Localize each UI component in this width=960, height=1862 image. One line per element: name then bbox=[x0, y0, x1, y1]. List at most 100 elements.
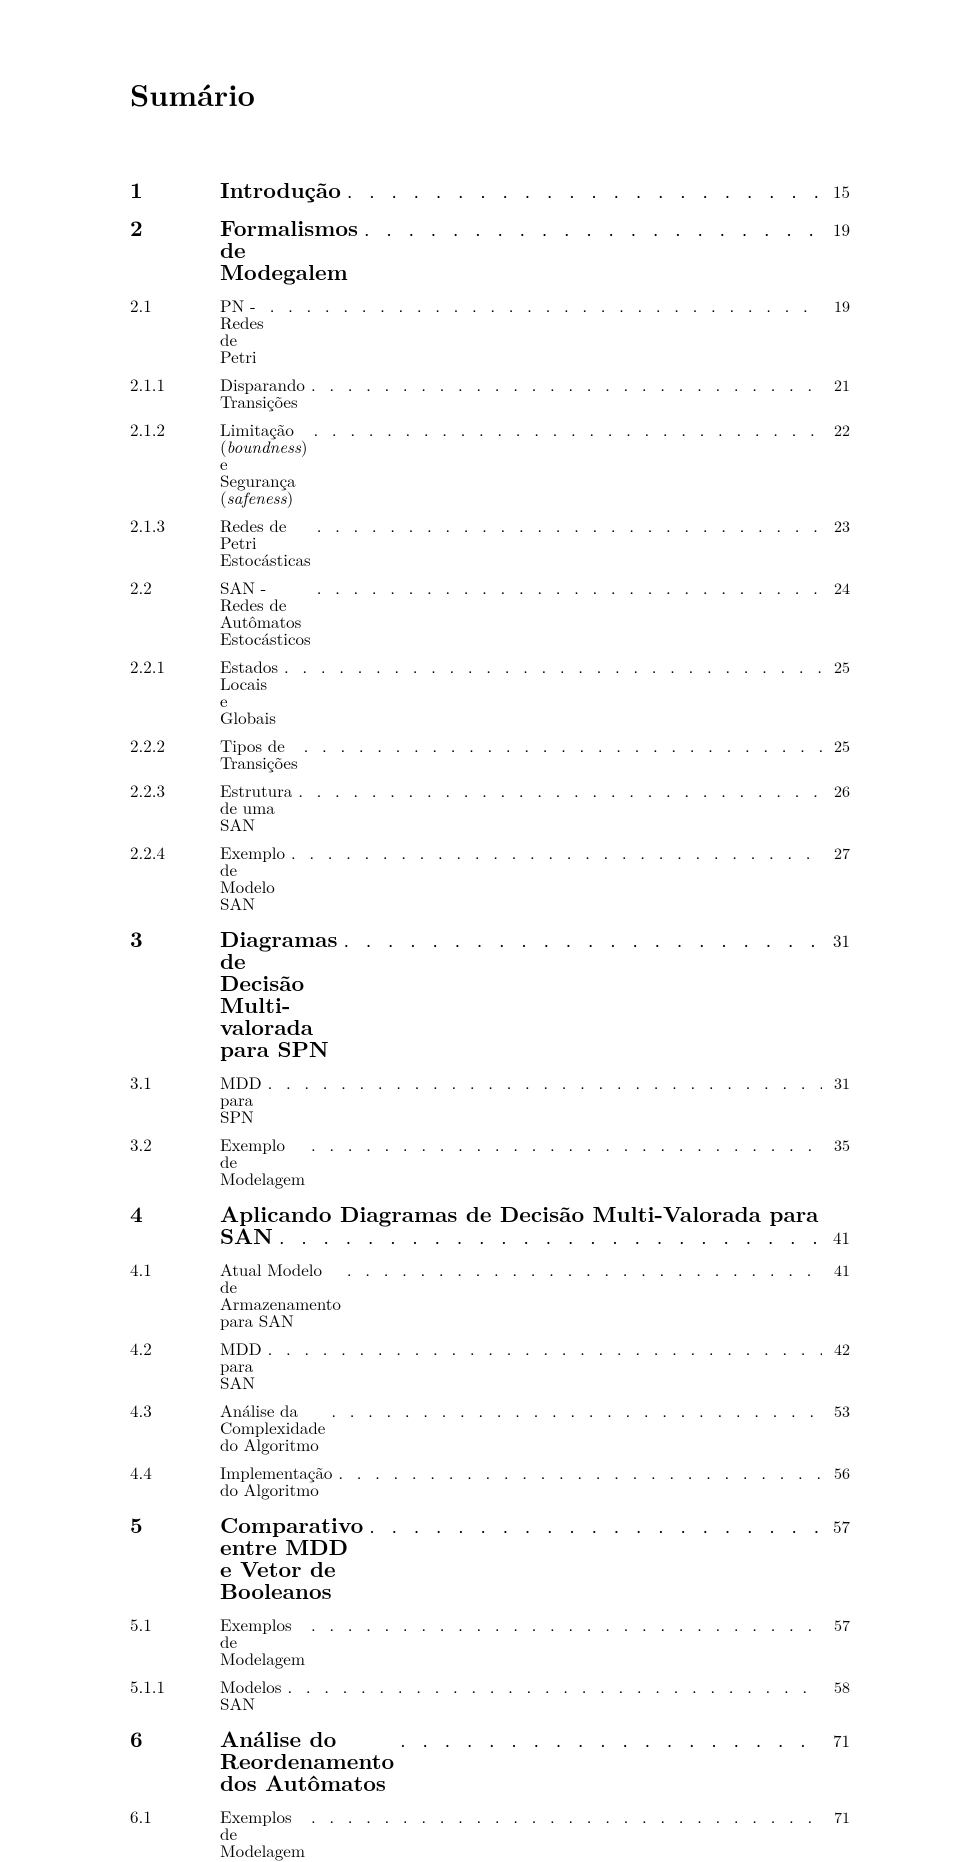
toc-entry-number: 2.1.2 bbox=[130, 421, 220, 438]
toc-entry-page: 31 bbox=[822, 932, 850, 949]
toc-entry: 2.1.2Limitação (boundness) e Segurança (… bbox=[130, 421, 850, 506]
toc-entry: 3.2Exemplo de Modelagem . . . . . . . . … bbox=[130, 1136, 850, 1187]
toc-entry-page: 71 bbox=[822, 1809, 850, 1825]
toc-entry-text: Redes de Petri Estocásticas bbox=[220, 517, 311, 568]
toc-entry: 4.1Atual Modelo de Armazenamento para SA… bbox=[130, 1261, 850, 1329]
toc-entry-number: 2.2.2 bbox=[130, 737, 220, 754]
toc-entry: 2.2.3Estrutura de uma SAN . . . . . . . … bbox=[130, 782, 850, 833]
toc-leader-dots: . . . . . . . . . . . . . . . . . . . . … bbox=[311, 517, 822, 534]
toc-entry-text: Implementação do Algoritmo bbox=[220, 1464, 332, 1498]
toc-entry: 5Comparativo entre MDD e Vetor de Boolea… bbox=[130, 1514, 850, 1602]
toc-entry-page: 53 bbox=[822, 1403, 850, 1419]
toc-leader-dots: . . . . . . . . . . . . . . . . . . . . … bbox=[278, 658, 822, 675]
toc-leader-dots: . . . . . . . . . . . . . . . . . . . . … bbox=[273, 1226, 822, 1246]
toc-entry: 3.1MDD para SPN . . . . . . . . . . . . … bbox=[130, 1074, 850, 1125]
toc-leader-dots: . . . . . . . . . . . . . . . . . . . . … bbox=[305, 1136, 822, 1153]
toc-entry: 2.2.4Exemplo de Modelo SAN . . . . . . .… bbox=[130, 844, 850, 912]
toc-entry: 4.3Análise da Complexidade do Algoritmo … bbox=[130, 1402, 850, 1453]
toc-entry-page: 58 bbox=[822, 1679, 850, 1695]
page: Sumário 1Introdução . . . . . . . . . . … bbox=[0, 0, 960, 1228]
toc-entry-number: 5.1.1 bbox=[130, 1678, 220, 1695]
toc-leader-dots: . . . . . . . . . . . . . . . . . . . . … bbox=[282, 1678, 823, 1695]
toc-entry-page: 24 bbox=[822, 580, 850, 596]
toc-entry-number: 5.1 bbox=[130, 1616, 220, 1633]
toc-entry-page: 21 bbox=[822, 377, 850, 393]
toc-entry-page: 26 bbox=[822, 783, 850, 799]
toc-leader-dots: . . . . . . . . . . . . . . . . . . . . … bbox=[337, 929, 822, 949]
toc-entry: 5.1.1Modelos SAN . . . . . . . . . . . .… bbox=[130, 1678, 850, 1712]
toc-entry-page: 15 bbox=[822, 183, 850, 200]
toc-entry-text: Estados Locais e Globais bbox=[220, 658, 278, 726]
toc-entry: 4.2MDD para SAN . . . . . . . . . . . . … bbox=[130, 1340, 850, 1391]
toc-entry-text: Modelos SAN bbox=[220, 1678, 282, 1712]
toc-entry-number: 4.2 bbox=[130, 1340, 220, 1357]
toc-leader-dots: . . . . . . . . . . . . . . . . . . . . … bbox=[341, 1261, 822, 1278]
toc-entry: 2.2.2Tipos de Transições . . . . . . . .… bbox=[130, 737, 850, 771]
toc-entry-page: 57 bbox=[822, 1617, 850, 1633]
toc-entry-number: 4.3 bbox=[130, 1402, 220, 1419]
toc-entry: 2Formalismos de Modegalem . . . . . . . … bbox=[130, 217, 850, 283]
toc-entry: 1Introdução . . . . . . . . . . . . . . … bbox=[130, 179, 850, 201]
toc-leader-dots: . . . . . . . . . . . . . . . . . . . . … bbox=[325, 1402, 822, 1419]
toc-entry-page: 25 bbox=[822, 738, 850, 754]
toc-entry: 4.4Implementação do Algoritmo . . . . . … bbox=[130, 1464, 850, 1498]
toc-leader-dots: . . . . . . . . . . . . . . . . . . . . … bbox=[341, 180, 822, 200]
toc-entry-number: 4 bbox=[130, 1203, 220, 1225]
toc-entry-number: 1 bbox=[130, 179, 220, 201]
toc-entry: 6Análise do Reordenamento dos Autômatos … bbox=[130, 1728, 850, 1794]
toc-leader-dots: . . . . . . . . . . . . . . . . . . . . … bbox=[308, 421, 822, 438]
toc-entry: 6.1Exemplos de Modelagem . . . . . . . .… bbox=[130, 1808, 850, 1859]
toc-entry-text: Diagramas de Decisão Multi-valorada para… bbox=[220, 928, 337, 1060]
toc-leader-dots: . . . . . . . . . . . . . . . . . . . . … bbox=[358, 218, 822, 238]
toc-leader-dots: . . . . . . . . . . . . . . . . . . . . … bbox=[394, 1729, 822, 1749]
toc-leader-dots: . . . . . . . . . . . . . . . . . . . . … bbox=[305, 1616, 822, 1633]
toc-entry-text: Exemplo de Modelagem bbox=[220, 1136, 305, 1187]
toc-entry-page: 25 bbox=[822, 659, 850, 675]
toc-entry-number: 6 bbox=[130, 1728, 220, 1750]
toc-entry-text: MDD para SPN bbox=[220, 1074, 262, 1125]
toc-entry-page: 42 bbox=[822, 1341, 850, 1357]
toc-entry-page: 35 bbox=[822, 1137, 850, 1153]
toc-entry-number: 2.2.1 bbox=[130, 658, 220, 675]
toc-entry-number: 2 bbox=[130, 217, 220, 239]
toc-entry: 2.1PN - Redes de Petri . . . . . . . . .… bbox=[130, 297, 850, 365]
toc-entry: 2.1.1Disparando Transições . . . . . . .… bbox=[130, 376, 850, 410]
toc-leader-dots: . . . . . . . . . . . . . . . . . . . . … bbox=[305, 1808, 822, 1825]
toc-entry: 2.2.1Estados Locais e Globais . . . . . … bbox=[130, 658, 850, 726]
toc-entry-text: Exemplos de Modelagem bbox=[220, 1616, 305, 1667]
toc-entry-text: Limitação (boundness) e Segurança (safen… bbox=[220, 421, 308, 506]
toc-entry-number: 4.1 bbox=[130, 1261, 220, 1278]
toc-leader-dots: . . . . . . . . . . . . . . . . . . . . … bbox=[285, 844, 822, 861]
toc-leader-dots: . . . . . . . . . . . . . . . . . . . . … bbox=[262, 1074, 822, 1091]
toc-entry-page: 41 bbox=[822, 1262, 850, 1278]
toc-entry-page: 27 bbox=[822, 845, 850, 861]
toc-entry-number: 2.2.3 bbox=[130, 782, 220, 799]
toc-entry: 5.1Exemplos de Modelagem . . . . . . . .… bbox=[130, 1616, 850, 1667]
toc-entry-number: 6.1 bbox=[130, 1808, 220, 1825]
toc-entry-text: Formalismos de Modegalem bbox=[220, 217, 358, 283]
toc-entry-text: SAN bbox=[220, 1225, 273, 1247]
toc-entry-page: 19 bbox=[822, 221, 850, 238]
toc-entry-text: Introdução bbox=[220, 179, 341, 201]
toc-entry-text: Exemplos de Modelagem bbox=[220, 1808, 305, 1859]
toc-leader-dots: . . . . . . . . . . . . . . . . . . . . … bbox=[311, 579, 822, 596]
toc-entry-text: Análise da Complexidade do Algoritmo bbox=[220, 1402, 325, 1453]
toc-entry-page: 31 bbox=[822, 1075, 850, 1091]
toc-entry-page: 22 bbox=[822, 422, 850, 438]
toc-entry-text: Disparando Transições bbox=[220, 376, 305, 410]
toc-entry-text: Tipos de Transições bbox=[220, 737, 298, 771]
toc-leader-dots: . . . . . . . . . . . . . . . . . . . . … bbox=[262, 1340, 822, 1357]
toc-entry-page: 23 bbox=[822, 518, 850, 534]
toc-entry-number: 2.1.3 bbox=[130, 517, 220, 534]
toc-entry: 2.1.3Redes de Petri Estocásticas . . . .… bbox=[130, 517, 850, 568]
toc-leader-dots: . . . . . . . . . . . . . . . . . . . . … bbox=[332, 1464, 822, 1481]
toc-entry-text: Aplicando Diagramas de Decisão Multi-Val… bbox=[220, 1203, 818, 1225]
toc-leader-dots: . . . . . . . . . . . . . . . . . . . . … bbox=[298, 737, 822, 754]
toc-entry-page: 57 bbox=[822, 1518, 850, 1535]
toc-entry: 2.2SAN - Redes de Autômatos Estocásticos… bbox=[130, 579, 850, 647]
toc-entry-text: Estrutura de uma SAN bbox=[220, 782, 292, 833]
toc-entry-number: 2.2 bbox=[130, 579, 220, 596]
toc-leader-dots: . . . . . . . . . . . . . . . . . . . . … bbox=[363, 1515, 822, 1535]
toc-entry-text: SAN - Redes de Autômatos Estocásticos bbox=[220, 579, 311, 647]
toc-entry-number: 2.2.4 bbox=[130, 844, 220, 861]
